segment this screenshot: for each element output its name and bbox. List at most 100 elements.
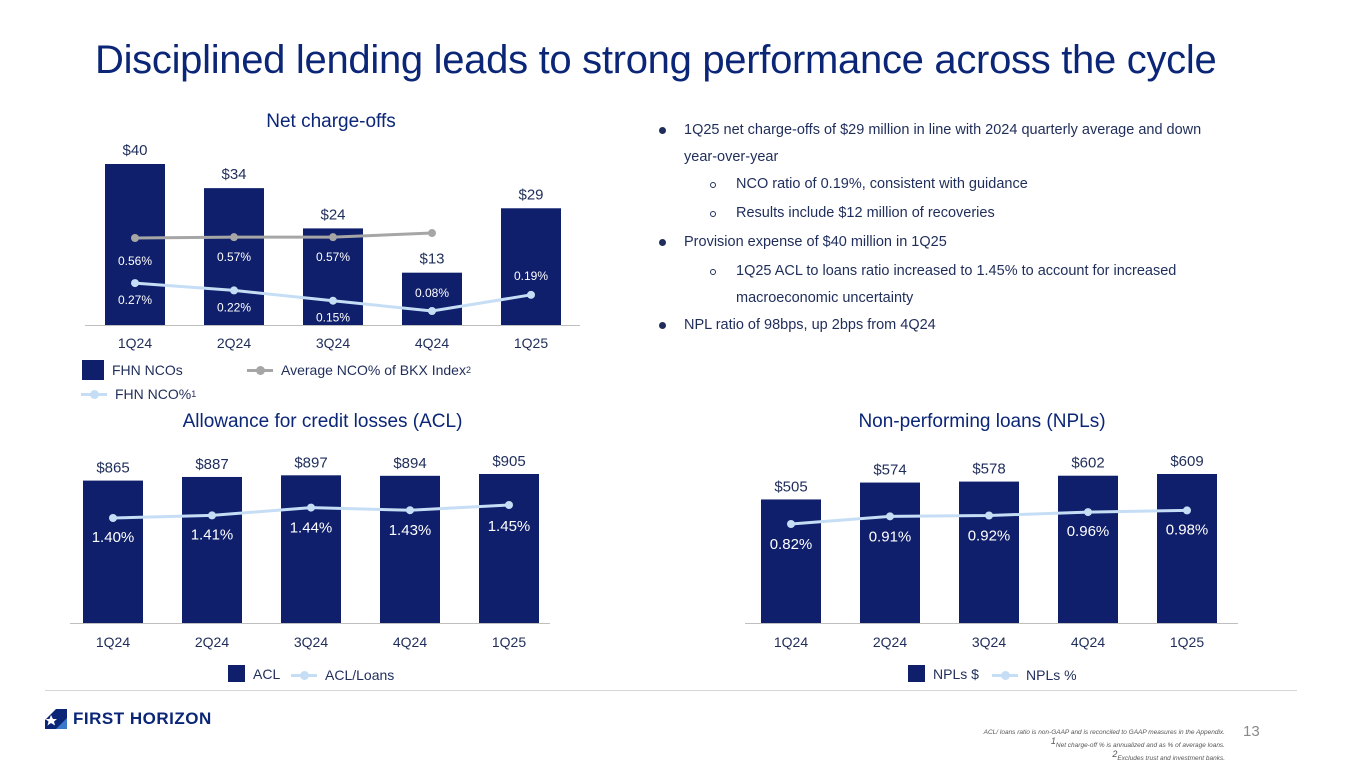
legend-swatch-light-line [992,670,1018,680]
series-value-label: 0.22% [217,300,251,314]
legend-acl: ACL [228,665,280,682]
series-point [1084,508,1092,517]
series-point [1183,506,1191,515]
series-value-label: 0.56% [118,254,152,268]
bar-value-label: $29 [518,186,543,203]
acl-chart-title: Allowance for credit losses (ACL) [182,411,463,432]
legend-label: FHN NCO% [115,386,192,402]
legend-bkx-avg: Average NCO% of BKX Index 2 [247,362,471,378]
bar [479,474,539,623]
legend-label: FHN NCOs [112,362,183,378]
bullet-text-continued: year-over-year [684,149,779,165]
series-value-label: 0.27% [118,293,152,307]
series-value-label: 0.62% [415,206,449,220]
series-point [505,501,513,509]
series-value-label: 1.43% [389,522,432,539]
sub-bullet-item: NCO ratio of 0.19%, consistent with guid… [655,170,1275,199]
footnote: 2Excludes trust and investment banks. [1112,749,1225,763]
bar-value-label: $505 [774,478,807,495]
bar [380,475,440,623]
x-tick-label: 4Q24 [1071,634,1105,650]
bar-value-label: $887 [195,456,228,473]
series-point [329,233,337,242]
series-value-label: 0.57% [217,250,251,264]
bar-value-label: $574 [873,462,906,479]
x-tick-label: 1Q24 [96,634,130,650]
series-point [886,512,894,521]
legend-swatch-bar [908,665,925,682]
series-value-label: 1.41% [191,526,234,543]
bullet-text-continued: macroeconomic uncertainty [736,290,914,306]
bar [761,499,821,623]
legend-label: ACL [253,665,281,682]
bar-value-label: $602 [1071,455,1104,472]
series-value-label: 1.44% [290,520,333,537]
legend-swatch-bar [228,665,245,682]
x-tick-label: 3Q24 [316,335,350,351]
legend-npl-pct: NPLs % [992,667,1077,683]
legend-fhn-nco-pct: FHN NCO% 1 [81,386,196,402]
legend-label: ACL/Loans [325,667,395,683]
bar-value-label: $40 [122,142,147,159]
page-title: Disciplined lending leads to strong perf… [95,38,1217,82]
series-point [527,290,535,299]
x-tick-label: 2Q24 [217,335,251,351]
bar-value-label: $865 [96,460,129,477]
commentary-bullets: 1Q25 net charge-offs of $29 million in l… [655,116,1275,340]
series-point [985,511,993,520]
bullet-text: NPL ratio of 98bps, up 2bps from 4Q24 [684,317,936,333]
x-tick-label: 3Q24 [294,634,328,650]
bar-value-label: $894 [393,455,426,472]
legend-swatch-bar [82,360,104,380]
legend-fhn-ncos: FHN NCOs [82,360,183,380]
sub-bullet-item: 1Q25 ACL to loans ratio increased to 1.4… [655,257,1275,311]
bar-value-label: $905 [492,453,525,470]
bar [83,480,143,623]
bar [860,482,920,623]
series-point [428,229,436,238]
company-logo: FIRST HORIZON [45,709,212,729]
x-tick-label: 1Q25 [492,634,526,650]
bar [105,164,165,325]
bar [1157,474,1217,623]
series-point [230,286,238,295]
series-value-label: 0.15% [316,311,350,325]
x-tick-label: 2Q24 [195,634,229,650]
series-point [230,233,238,242]
legend-sup: 1 [191,389,197,399]
series-point [208,511,216,520]
bar [402,272,462,325]
bar [501,208,561,325]
x-tick-label: 4Q24 [415,335,449,351]
series-point [307,503,315,512]
legend-sup: 2 [465,365,471,375]
x-tick-label: 3Q24 [972,634,1006,650]
series-line [134,231,433,240]
bar [303,228,363,325]
bar [281,475,341,623]
series-value-label: 1.45% [488,518,531,535]
legend-swatch-gray-line [247,365,273,375]
footer-divider [45,690,1297,691]
series-value-label: 0.82% [770,536,813,553]
bar-value-label: $578 [972,461,1005,478]
bullet-text: 1Q25 ACL to loans ratio increased to 1.4… [736,263,1177,279]
bar [182,476,242,623]
bullet-text: Results include $12 million of recoverie… [736,205,995,221]
footnote: ACL/ loans ratio is non-GAAP and is reco… [983,729,1225,736]
series-value-label: 0.19% [514,269,548,283]
series-point [406,506,414,515]
bar [959,481,1019,623]
bar-value-label: $34 [221,166,246,183]
series-point [109,514,117,522]
series-point [787,520,795,528]
bullet-text: 1Q25 net charge-offs of $29 million in l… [684,122,1202,138]
bar-value-label: $609 [1170,453,1203,470]
series-value-label: 0.96% [1067,523,1110,540]
series-point [428,307,436,315]
bar [204,188,264,325]
nco-chart: $40 $34 $24 $13 $29 1Q24 2Q24 3Q24 4Q24 1Q25 0.56%… [85,142,580,351]
legend-swatch-light-line [81,389,107,399]
series-point [329,296,337,305]
acl-chart: $865 $887 $897 $894 $905 1Q24 2Q24 3Q24 4Q24 1Q25… [70,453,550,650]
